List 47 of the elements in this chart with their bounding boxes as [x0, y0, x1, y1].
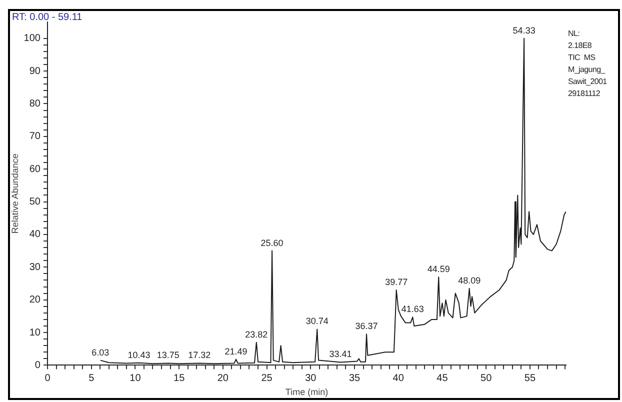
x-tick-label: 50 — [480, 372, 492, 384]
annotation: 25.60 — [260, 238, 284, 248]
annotation: 39.77 — [385, 277, 408, 288]
text: TIC MS — [568, 52, 596, 64]
annotation: RT: 0.00 - 59.11 — [12, 12, 82, 23]
y-tick-label: 10 — [29, 327, 41, 338]
y-tick-label: 70 — [29, 131, 41, 142]
x-tick-label: 10 — [130, 372, 142, 384]
y-tick-label: 30 — [29, 262, 41, 273]
annotation: 33.41 — [329, 349, 352, 360]
x-tick-label: 30 — [305, 372, 317, 384]
y-axis-title: Relative Abundance — [10, 154, 20, 234]
text: 29181112 — [568, 88, 602, 100]
annotation: 10.43 — [128, 350, 150, 360]
x-tick-label: 0 — [44, 372, 51, 384]
y-tick-label: 50 — [29, 196, 41, 208]
x-tick-label: 5 — [88, 372, 95, 384]
annotation: 23.82 — [245, 329, 268, 340]
x-tick-label: 20 — [217, 372, 229, 384]
y-tick-label: 100 — [24, 33, 41, 44]
x-tick-label: 25 — [261, 372, 273, 384]
annotation: 44.59 — [427, 264, 450, 274]
y-tick-label: 40 — [29, 229, 41, 240]
annotation: 54.33 — [512, 25, 536, 36]
annotation: 13.75 — [156, 350, 180, 360]
x-tick-label: 55 — [524, 372, 536, 384]
y-tick-label: 60 — [29, 164, 41, 175]
annotation: 41.63 — [401, 304, 424, 314]
annotation: 48.09 — [458, 275, 481, 286]
text: Sawit_2001 — [568, 76, 607, 88]
annotation: 36.37 — [355, 321, 378, 332]
annotation: 30.74 — [306, 316, 328, 326]
text: 2.18E8 — [568, 40, 593, 52]
annotation: 17.32 — [188, 350, 211, 360]
text: NL: — [568, 28, 581, 40]
x-tick-label: 15 — [174, 372, 186, 384]
text: M_jagung_ — [568, 64, 606, 76]
annotation: 6.03 — [92, 347, 110, 358]
y-tick-label: 90 — [29, 66, 41, 77]
x-tick-label: 45 — [436, 372, 448, 384]
y-tick-label: 20 — [29, 294, 41, 306]
x-tick-label: 35 — [348, 372, 361, 384]
annotation: 21.49 — [224, 346, 248, 356]
y-tick-label: 80 — [29, 98, 41, 110]
x-axis-title: Time (min) — [285, 387, 328, 398]
y-tick-label: 0 — [34, 360, 41, 371]
x-tick-label: 40 — [392, 372, 404, 384]
